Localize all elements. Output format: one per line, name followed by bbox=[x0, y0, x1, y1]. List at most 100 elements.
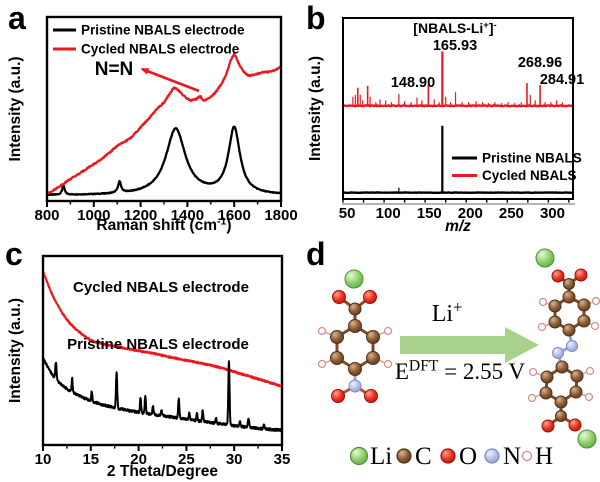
legend-n-label: N bbox=[503, 443, 521, 470]
x-tick-label: 1400 bbox=[171, 207, 204, 224]
h-atom bbox=[584, 392, 594, 402]
h-atom bbox=[537, 322, 547, 332]
c-atom bbox=[539, 386, 553, 400]
h-atom bbox=[383, 359, 393, 369]
dft-energy-label: EDFT​ = 2.55 V bbox=[395, 358, 526, 384]
n-atom bbox=[552, 347, 564, 359]
legend-h-label: H bbox=[535, 443, 553, 470]
li-atom bbox=[344, 269, 364, 289]
o-atom bbox=[331, 389, 345, 403]
c-atom bbox=[577, 314, 591, 328]
c-atom bbox=[348, 362, 362, 376]
h-atom bbox=[591, 296, 600, 306]
x-tick-label: 20 bbox=[130, 451, 147, 468]
y-axis-title: Intensity (a.u.) bbox=[7, 56, 24, 161]
legend-n-atom bbox=[484, 448, 500, 464]
annotation-arrow bbox=[140, 67, 200, 93]
plot-frame bbox=[342, 17, 574, 200]
c-atom bbox=[555, 360, 569, 374]
x-axis-title: Raman shift (cm-1​) bbox=[96, 215, 231, 234]
x-tick-label: 1600 bbox=[218, 207, 251, 224]
legend-o-label: O bbox=[459, 443, 477, 470]
c-atom bbox=[577, 298, 591, 312]
h-atom bbox=[590, 321, 600, 331]
xrd-chart: 10 15 20 25 30 35 2 Theta/Degree Intensity (a.u… bbox=[7, 254, 290, 480]
series-group bbox=[44, 270, 281, 432]
n-atom bbox=[566, 340, 578, 352]
x-tick-label: 150 bbox=[417, 205, 442, 222]
y-axis-title: Intensity (a.u.) bbox=[307, 56, 324, 161]
c-atom bbox=[569, 385, 583, 399]
azo-dimer-molecule bbox=[527, 248, 600, 449]
o-atom bbox=[551, 269, 565, 283]
o-atom bbox=[541, 419, 555, 433]
x-tick-label: 1800 bbox=[264, 207, 297, 224]
annotation: Cycled NBALS electrode bbox=[73, 279, 249, 296]
c-atom bbox=[562, 290, 576, 304]
legend-li-atom bbox=[349, 446, 369, 466]
legend-label: Pristine NBALS electrode bbox=[81, 23, 245, 38]
h-atom bbox=[317, 359, 327, 369]
annotation: N=N bbox=[95, 59, 134, 80]
o-atom bbox=[568, 418, 582, 432]
h-atom bbox=[317, 326, 327, 336]
x-tick-label: 1000 bbox=[77, 207, 110, 224]
series-pristine-nbals-electrode bbox=[48, 125, 280, 197]
h-atom bbox=[528, 367, 538, 377]
legend-c-label: C bbox=[415, 443, 432, 470]
series-group bbox=[344, 51, 572, 195]
o-atom bbox=[332, 290, 346, 304]
x-axis: 50 100 150 200 250 300 bbox=[339, 199, 570, 222]
x-tick-label: 30 bbox=[226, 451, 243, 468]
annotation: Pristine NBALS electrode bbox=[67, 336, 249, 353]
series-group bbox=[48, 52, 280, 197]
series-cycled-nbals-electrode bbox=[44, 270, 281, 388]
c-atom bbox=[348, 319, 362, 333]
x-tick-label: 15 bbox=[82, 451, 99, 468]
legend-c-atom bbox=[396, 448, 412, 464]
x-axis: 800 1000 1200 1400 1600 1800 bbox=[34, 201, 298, 224]
c-atom bbox=[330, 330, 344, 344]
x-tick-label: 100 bbox=[376, 205, 401, 222]
atom-legend: Li C O N H bbox=[349, 443, 553, 470]
c-atom bbox=[570, 369, 584, 383]
c-atom bbox=[562, 323, 576, 337]
legend-label: Cycled NBALS bbox=[482, 168, 577, 183]
nitro-molecule bbox=[317, 269, 393, 403]
c-atom bbox=[348, 302, 362, 316]
legend-li-label: Li bbox=[370, 443, 392, 470]
o-atom bbox=[574, 268, 588, 282]
panel-label-d: d bbox=[306, 236, 326, 272]
annotation: 268.96 bbox=[518, 55, 562, 71]
mass-spectrum-chart: 50 100 150 200 250 300 m/z Intensity (a.u.) Pris… bbox=[307, 17, 584, 235]
c-atom bbox=[555, 410, 567, 422]
h-atom bbox=[538, 297, 548, 307]
x-tick-label: 300 bbox=[540, 205, 565, 222]
series-pristine-nbals bbox=[344, 125, 572, 195]
annotation: 284.91 bbox=[540, 72, 584, 88]
panel-label-b: b bbox=[306, 0, 326, 36]
legend-label: Cycled NBALS electrode bbox=[81, 42, 240, 57]
x-axis-title: m/z bbox=[445, 218, 471, 235]
panel-label-a: a bbox=[8, 0, 26, 36]
x-tick-label: 1200 bbox=[124, 207, 157, 224]
x-tick-label: 200 bbox=[458, 205, 483, 222]
legend-label: Pristine NBALS bbox=[482, 151, 582, 166]
series-pristine-nbals-electrode bbox=[44, 357, 281, 432]
series-cycled-nbals-electrode bbox=[48, 52, 280, 195]
c-atom bbox=[366, 330, 380, 344]
x-tick-label: 50 bbox=[339, 205, 356, 222]
o-atom bbox=[364, 389, 378, 403]
c-atom bbox=[548, 299, 562, 313]
y-axis-title: Intensity (a.u.) bbox=[7, 298, 24, 403]
li-plus-label: Li+​ bbox=[432, 297, 463, 327]
h-atom bbox=[383, 326, 393, 336]
x-axis-title: 2 Theta/Degree bbox=[107, 463, 219, 480]
raman-chart: 800 1000 1200 1400 1600 1800 Raman shift (cm-1… bbox=[7, 15, 298, 234]
c-atom bbox=[366, 351, 380, 365]
x-tick-label: 25 bbox=[178, 451, 195, 468]
c-atom bbox=[563, 278, 575, 290]
legend-o-atom bbox=[440, 448, 456, 464]
